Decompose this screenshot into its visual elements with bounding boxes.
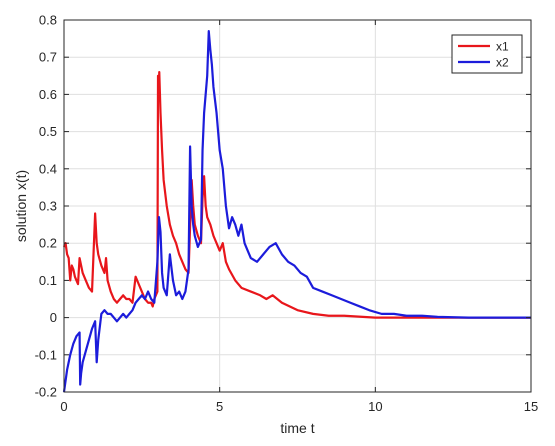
y-tick-label: 0.6 (39, 87, 57, 102)
series-line-x2 (62, 30, 531, 393)
axis-ticks: 0 5 10 15 -0.2 -0.1 0 0.1 0.2 0.3 0.4 0.5 0.6 0.7 0.8 (35, 13, 539, 415)
y-tick-label: 0.1 (39, 273, 57, 288)
legend-box (451, 34, 523, 74)
x-tick-label: 10 (368, 399, 382, 414)
y-tick-label: 0.4 (39, 161, 57, 176)
y-tick-label: 0.8 (39, 13, 57, 28)
y-tick-label: -0.2 (35, 385, 57, 400)
x-tick-label: 0 (60, 399, 67, 414)
series-lines (62, 30, 531, 393)
y-tick-label: 0.2 (39, 236, 57, 251)
x-axis-label: time t (280, 420, 314, 436)
series-line-x1 (62, 70, 531, 319)
legend-label-x1: x1 (496, 40, 509, 54)
legend-label-x2: x2 (496, 56, 509, 70)
y-tick-label: 0.3 (39, 199, 57, 214)
y-tick-label: 0.7 (39, 50, 57, 65)
y-tick-label: 0 (50, 310, 57, 325)
y-tick-label: -0.1 (35, 347, 57, 362)
x-tick-label: 15 (524, 399, 538, 414)
y-axis-label: solution x(t) (13, 170, 29, 242)
x-tick-label: 5 (216, 399, 223, 414)
y-tick-label: 0.5 (39, 124, 57, 139)
